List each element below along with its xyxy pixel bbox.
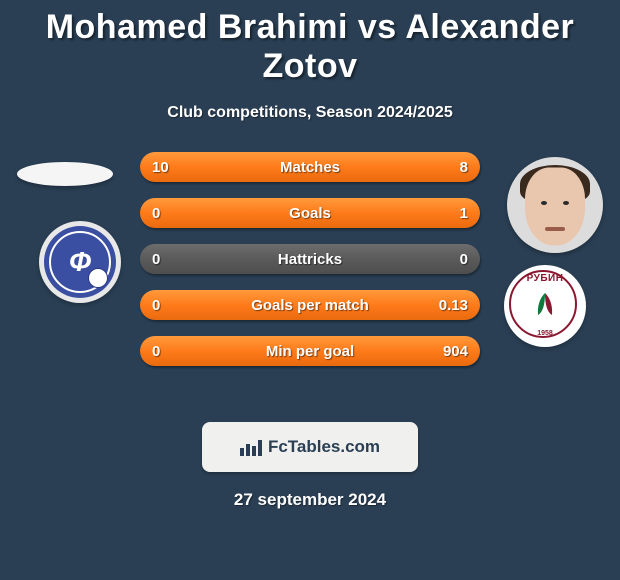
- club-right-badge: РУБИН 1958: [504, 265, 586, 347]
- club-right-leaf-icon: [528, 291, 562, 321]
- club-right-year: 1958: [504, 330, 586, 337]
- stat-value-right: 1: [460, 198, 468, 228]
- player-left-column: Ф: [0, 152, 130, 303]
- stat-value-left: 0: [152, 198, 160, 228]
- player-left-avatar: [17, 162, 113, 186]
- club-left-badge: Ф: [39, 221, 121, 303]
- player-right-avatar: [507, 157, 603, 253]
- watermark: FcTables.com: [202, 422, 418, 472]
- stat-value-right: 904: [443, 336, 468, 366]
- stat-row: 0904Min per goal: [140, 336, 480, 366]
- stat-row: 01Goals: [140, 198, 480, 228]
- stat-row: 108Matches: [140, 152, 480, 182]
- comparison-area: Ф РУБИН 1958 108Matches01Goals00Hattrick…: [0, 152, 620, 412]
- stat-value-right: 0.13: [439, 290, 468, 320]
- watermark-chart-icon: [240, 438, 262, 456]
- stat-row: 00.13Goals per match: [140, 290, 480, 320]
- page-title: Mohamed Brahimi vs Alexander Zotov: [0, 0, 620, 86]
- stat-value-left: 0: [152, 244, 160, 274]
- watermark-text: FcTables.com: [268, 437, 380, 457]
- stat-row: 00Hattricks: [140, 244, 480, 274]
- subtitle: Club competitions, Season 2024/2025: [0, 104, 620, 122]
- club-right-name: РУБИН: [504, 273, 586, 284]
- stat-value-right: 8: [460, 152, 468, 182]
- player-right-column: РУБИН 1958: [490, 152, 620, 347]
- stat-bars: 108Matches01Goals00Hattricks00.13Goals p…: [140, 152, 480, 382]
- stat-value-right: 0: [460, 244, 468, 274]
- stat-value-left: 0: [152, 336, 160, 366]
- stat-value-left: 10: [152, 152, 169, 182]
- date-label: 27 september 2024: [0, 490, 620, 510]
- stat-value-left: 0: [152, 290, 160, 320]
